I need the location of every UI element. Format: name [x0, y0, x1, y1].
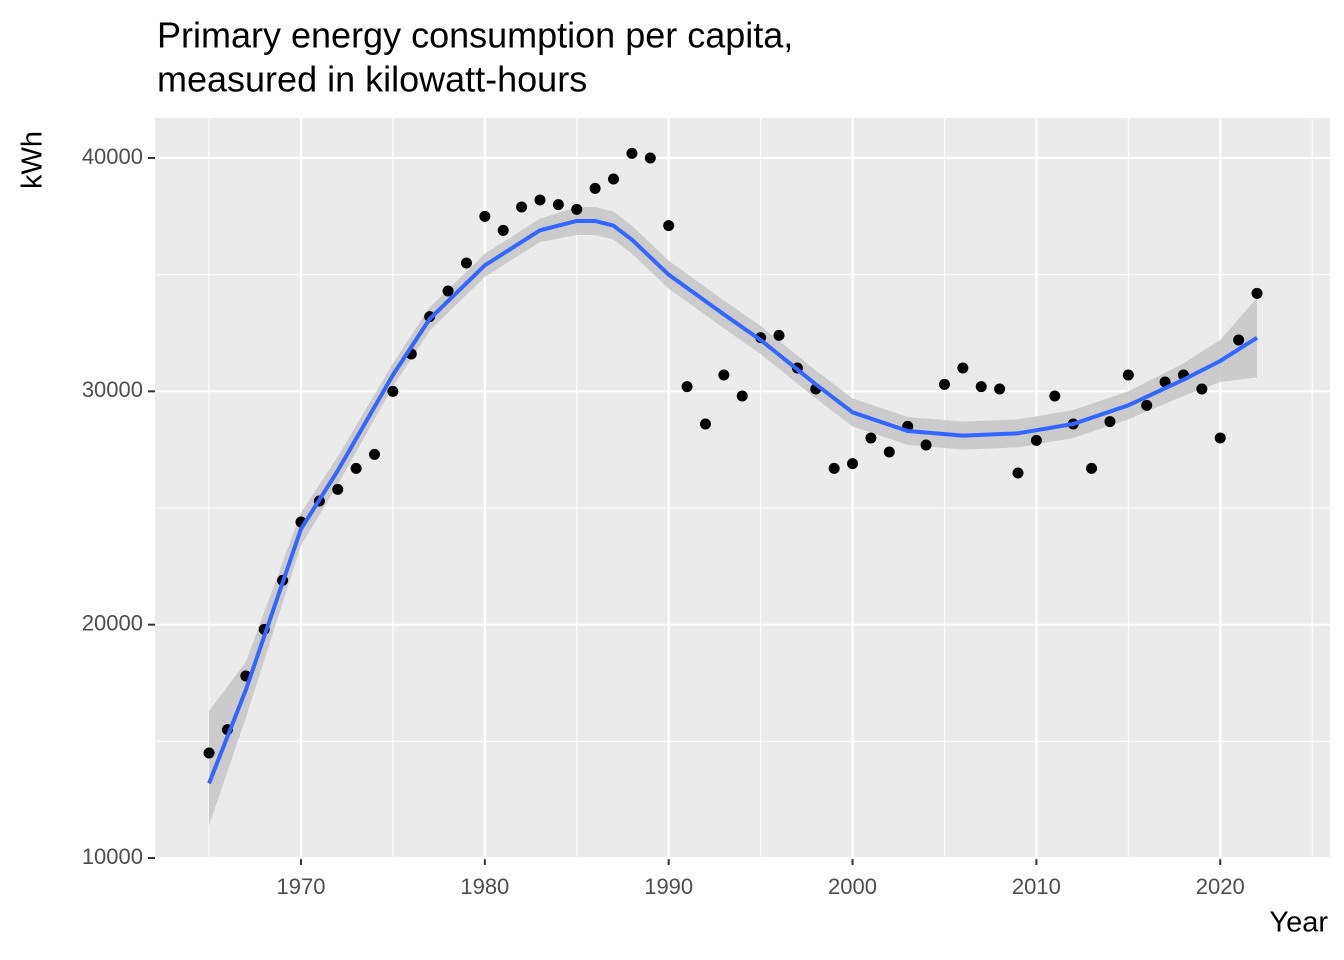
y-tick-label: 40000 — [82, 144, 143, 169]
data-point — [828, 462, 840, 474]
y-tick-label: 30000 — [82, 377, 143, 402]
y-axis-title: kWh — [17, 131, 49, 189]
data-point — [203, 747, 215, 759]
data-point — [1104, 416, 1116, 428]
data-point — [1086, 462, 1098, 474]
y-tick-label: 10000 — [82, 844, 143, 869]
data-point — [1233, 334, 1245, 346]
data-point — [938, 378, 950, 390]
x-tick-label: 1970 — [277, 874, 326, 899]
data-point — [736, 390, 748, 402]
smooth-line — [207, 218, 1259, 785]
data-point — [1251, 287, 1263, 299]
confidence-band — [209, 206, 1258, 826]
data-point — [920, 439, 932, 451]
x-tick-label: 1990 — [644, 874, 693, 899]
data-point — [994, 383, 1006, 395]
data-point — [497, 224, 509, 236]
data-point — [718, 369, 730, 381]
data-point — [516, 201, 528, 213]
data-point — [1196, 383, 1208, 395]
data-point — [957, 362, 969, 374]
chart-title: Primary energy consumption per capita, — [157, 15, 793, 56]
chart-title: measured in kilowatt-hours — [157, 59, 587, 100]
data-point — [350, 462, 362, 474]
y-tick-label: 20000 — [82, 610, 143, 635]
data-point — [847, 458, 859, 470]
data-point — [589, 182, 601, 194]
x-axis-title: Year — [1269, 907, 1328, 939]
data-point — [387, 385, 399, 397]
data-point — [883, 446, 895, 458]
x-tick-label: 2020 — [1196, 874, 1245, 899]
data-point — [1141, 399, 1153, 411]
data-point — [1030, 434, 1042, 446]
data-point — [1049, 390, 1061, 402]
data-point — [460, 257, 472, 269]
data-point — [534, 194, 546, 206]
data-point — [369, 448, 381, 460]
data-point — [865, 432, 877, 444]
data-point — [681, 381, 693, 393]
data-point — [608, 173, 620, 185]
data-point — [1214, 432, 1226, 444]
plot-background — [155, 118, 1330, 858]
data-point — [571, 203, 583, 215]
data-point — [332, 483, 344, 495]
data-point — [773, 329, 785, 341]
data-point — [975, 381, 987, 393]
x-tick-label: 1980 — [460, 874, 509, 899]
data-point — [479, 210, 491, 222]
data-point — [442, 285, 454, 297]
data-point — [699, 418, 711, 430]
data-point — [552, 199, 564, 211]
data-point — [1012, 467, 1024, 479]
x-tick-label: 2010 — [1012, 874, 1061, 899]
data-point — [663, 220, 675, 232]
data-point — [1122, 369, 1134, 381]
data-point — [626, 147, 638, 159]
data-point — [644, 152, 656, 164]
x-tick-label: 2000 — [828, 874, 877, 899]
